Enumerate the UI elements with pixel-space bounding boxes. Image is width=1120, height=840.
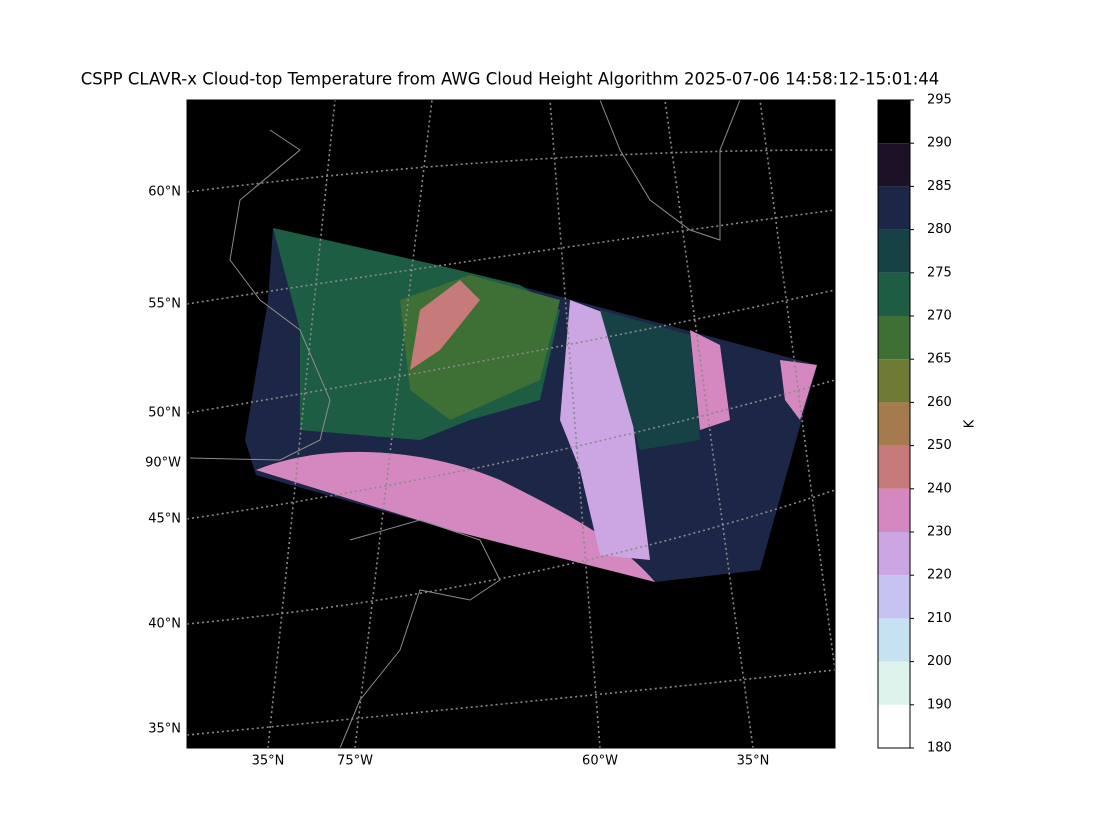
swath-region <box>410 280 480 370</box>
colorbar-tick-label: 200 <box>927 654 952 669</box>
colorbar-tick-label: 275 <box>927 265 952 280</box>
colorbar-segment <box>878 359 910 403</box>
lat-label: 50°N <box>148 406 181 421</box>
swath-region <box>256 451 655 582</box>
colorbar-segment <box>878 661 910 705</box>
colorbar-tick-label: 210 <box>927 611 952 626</box>
parallel <box>186 289 836 414</box>
parallel <box>186 379 836 520</box>
lat-label: 40°N <box>148 617 181 632</box>
meridian <box>549 99 601 749</box>
coastline <box>189 99 741 749</box>
colorbar-label: K <box>963 419 978 428</box>
swath-region <box>560 300 650 560</box>
parallel <box>186 669 836 736</box>
colorbar-segment <box>878 272 910 316</box>
lon-label: 35°N <box>252 754 285 769</box>
colorbar-segment <box>878 618 910 662</box>
colorbar-segment <box>878 100 910 144</box>
colorbar-segment <box>878 229 910 273</box>
parallel <box>186 149 836 193</box>
meridian <box>267 99 336 749</box>
colorbar-segment <box>878 402 910 446</box>
lat-label: 35°N <box>148 722 181 737</box>
parallel <box>186 209 836 305</box>
meridian <box>664 99 754 749</box>
lat-label: 45°N <box>148 512 181 527</box>
colorbar-tick-label: 180 <box>927 741 952 756</box>
colorbar-tick-label: 220 <box>927 568 952 583</box>
colorbar-frame <box>877 99 911 749</box>
colorbar-tick-label: 250 <box>927 438 952 453</box>
colorbar-tick-label: 230 <box>927 525 952 540</box>
lat-label: 90°W <box>145 456 181 471</box>
title: CSPP CLAVR-x Cloud-top Temperature from … <box>81 70 940 89</box>
lat-label: 60°N <box>148 185 181 200</box>
colorbar-tick-label: 270 <box>927 309 952 324</box>
map <box>186 99 836 749</box>
colorbar-segment <box>878 143 910 187</box>
colorbar-tick-label: 265 <box>927 352 952 367</box>
swath-region <box>600 310 700 450</box>
colorbar-tick-label: 295 <box>927 93 952 108</box>
colorbar-tick-label: 280 <box>927 222 952 237</box>
colorbar-tick-label: 240 <box>927 481 952 496</box>
colorbar-tick-label: 290 <box>927 136 952 151</box>
colorbar-segment <box>878 316 910 360</box>
lon-label: 35°N <box>737 754 770 769</box>
colorbar-segment <box>878 186 910 230</box>
colorbar-segment <box>878 488 910 532</box>
meridian <box>759 99 836 671</box>
lon-label: 60°W <box>582 754 618 769</box>
colorbar-segment <box>878 575 910 619</box>
colorbar-segment <box>878 445 910 489</box>
colorbar-segment <box>878 704 910 748</box>
lat-label: 55°N <box>148 297 181 312</box>
colorbar-tick-label: 285 <box>927 179 952 194</box>
colorbar-segment <box>878 532 910 576</box>
lon-label: 75°W <box>337 754 373 769</box>
colorbar-tick-label: 260 <box>927 395 952 410</box>
map-frame <box>186 99 836 749</box>
colorbar-tick-label: 190 <box>927 697 952 712</box>
meridian <box>354 99 433 749</box>
